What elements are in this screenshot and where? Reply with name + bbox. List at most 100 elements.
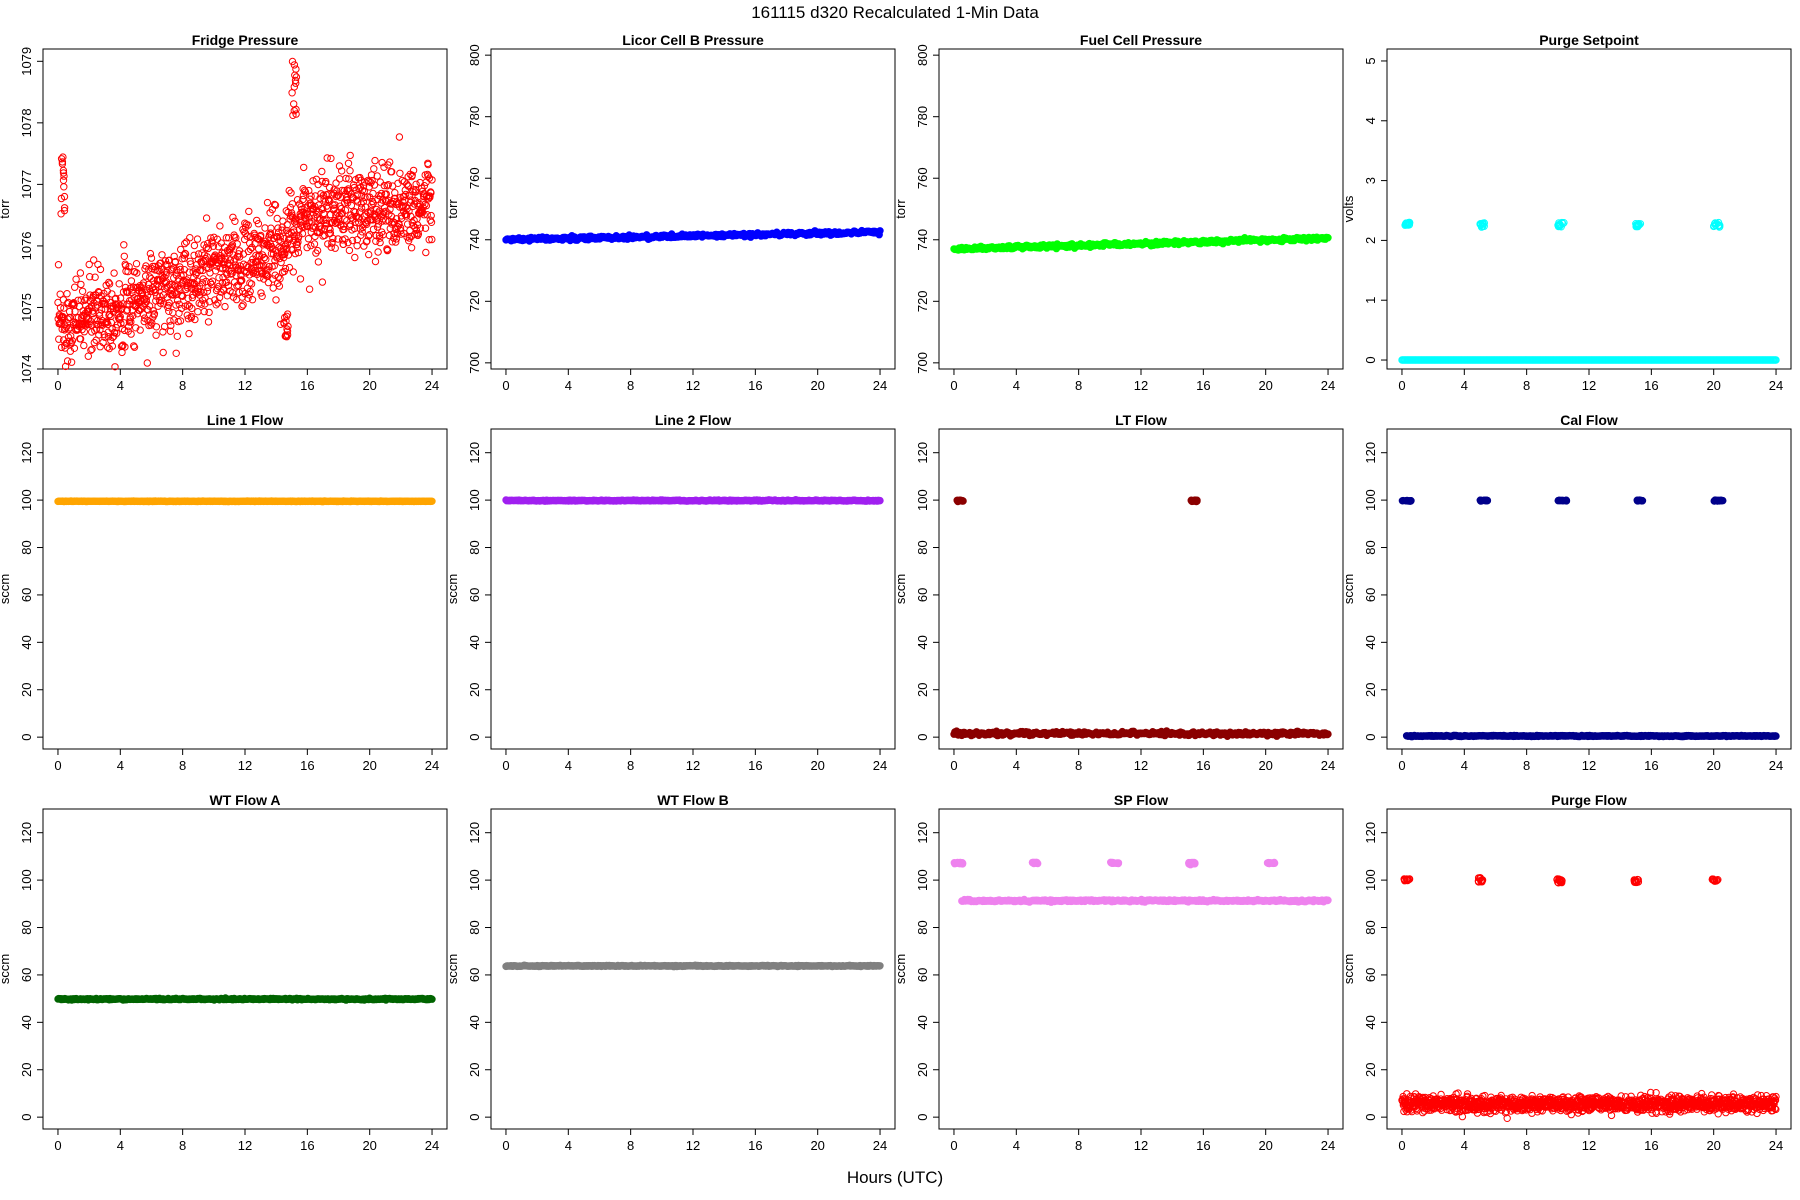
y-tick-label: 40 [19,1015,34,1029]
data-point [161,257,170,265]
x-tick-label: 16 [748,378,762,393]
y-tick-label: 120 [467,442,482,464]
x-tick-label: 8 [627,378,634,393]
y-tick-label: 80 [915,540,930,554]
data-point [384,181,392,189]
data-point [367,171,376,179]
y-tick-label: 3 [1363,177,1378,184]
data-point [368,176,376,185]
data-point [424,160,432,169]
data-point [364,232,373,240]
data-point [344,159,353,168]
data-point [416,224,425,232]
data-point [404,182,413,190]
x-tick-label: 24 [873,758,887,773]
data-point [60,172,68,180]
y-tick-label: 4 [1363,117,1378,124]
data-point [288,200,297,208]
data-point [326,225,334,234]
x-tick-label: 8 [179,1138,186,1153]
data-point [391,189,399,197]
y-tick-label: 20 [19,1063,34,1077]
data-point [420,211,428,219]
data-point [289,245,297,254]
data-point [59,176,68,185]
data-point [1715,496,1723,504]
data-point [1187,496,1196,505]
data-point [201,294,209,302]
data-point [108,342,117,350]
data-point [318,278,327,286]
y-tick-label: 800 [915,44,930,66]
data-series [54,57,436,371]
y-tick-label: 60 [467,588,482,602]
x-tick-label: 24 [873,378,887,393]
data-point [169,309,177,317]
data-point [352,196,361,204]
data-point [243,232,251,240]
data-point [279,217,287,225]
data-point [188,304,196,313]
y-tick-label: 760 [467,167,482,189]
data-point [342,174,350,183]
y-tick-label: 80 [1363,540,1378,554]
data-point [327,154,335,163]
data-point [127,330,135,338]
data-point [271,201,280,209]
y-tick-label: 20 [467,683,482,697]
x-tick-label: 8 [1075,378,1082,393]
data-point [282,317,290,325]
data-point [132,260,141,268]
data-point [289,268,297,276]
y-axis-label: torr [893,199,908,219]
data-point [234,250,243,258]
data-point [246,245,255,254]
data-point [305,214,313,222]
data-point [213,258,221,267]
x-tick-label: 4 [1461,758,1468,773]
data-point [401,190,410,199]
x-tick-label: 24 [1769,378,1783,393]
data-point [307,241,315,250]
data-point [57,194,66,203]
data-point [285,235,293,244]
y-tick-label: 0 [19,1114,34,1121]
data-point [322,177,330,186]
data-point [1405,497,1413,505]
data-point [340,225,348,234]
x-tick-label: 0 [54,1138,61,1153]
plot-frame [938,48,1344,370]
data-point [69,299,77,308]
data-point [876,496,884,505]
data-point [228,241,237,249]
data-point [115,280,123,288]
data-point [300,186,309,195]
x-tick-label: 12 [1134,758,1148,773]
data-point [257,231,265,240]
data-point [191,315,199,324]
data-point [339,240,348,249]
y-tick-label: 80 [19,540,34,554]
x-tick-label: 8 [179,758,186,773]
data-point [130,343,139,351]
data-point [422,248,430,257]
data-point [88,345,96,353]
data-point [139,279,148,287]
data-point [412,180,420,189]
data-point [420,182,429,190]
y-tick-label: 720 [915,290,930,312]
data-point [139,310,148,318]
data-point [208,277,217,285]
data-point [374,248,382,256]
data-point [150,310,159,318]
data-point [63,357,72,365]
x-tick-label: 12 [686,758,700,773]
data-point [208,280,216,289]
data-point [67,338,76,347]
data-point [283,331,292,339]
x-tick-label: 20 [810,758,824,773]
data-point [172,271,181,279]
data-point [347,201,356,210]
